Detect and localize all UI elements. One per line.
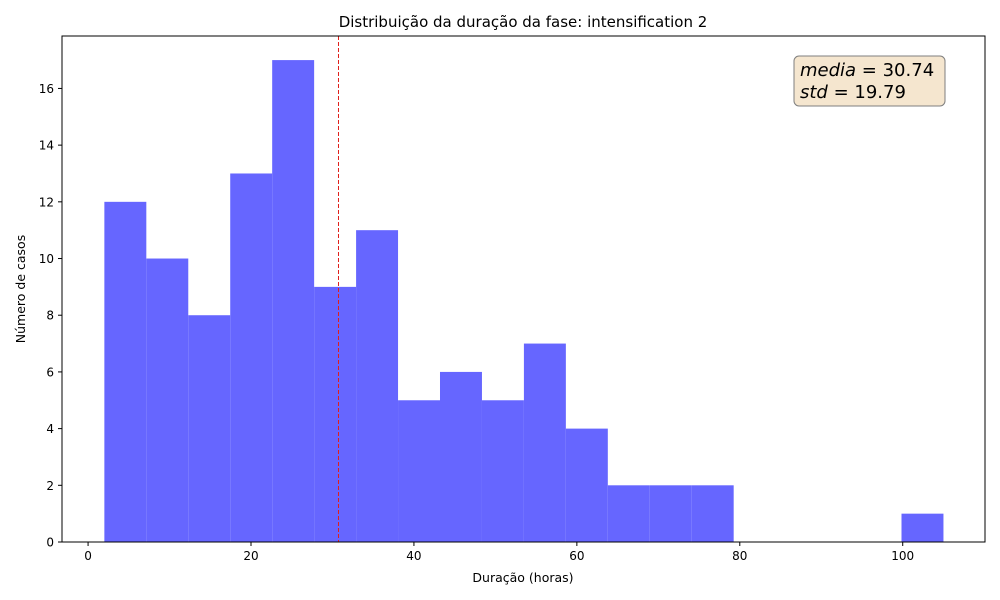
x-tick-label: 40 xyxy=(406,549,421,563)
y-tick-label: 10 xyxy=(39,252,54,266)
histogram-bar xyxy=(523,343,566,542)
histogram-bar xyxy=(230,173,273,542)
y-tick-label: 2 xyxy=(46,479,54,493)
histogram-bar xyxy=(398,400,440,542)
plot-frame xyxy=(61,35,986,543)
y-tick-label: 16 xyxy=(39,82,54,96)
y-tick-label: 6 xyxy=(46,365,54,379)
std-stat-text: std = 19.79 xyxy=(800,82,906,103)
histogram-bar xyxy=(649,485,692,542)
histogram-bar xyxy=(691,485,734,542)
histogram-bars xyxy=(104,60,944,543)
x-tick-label: 100 xyxy=(891,549,914,563)
histogram-bar xyxy=(607,485,650,542)
y-tick-label: 4 xyxy=(46,422,54,436)
mean-stat-text: media = 30.74 xyxy=(800,60,934,81)
x-axis-ticks: 0 20 40 60 80 100 xyxy=(84,542,914,563)
mean-stat-label: media xyxy=(800,60,856,81)
x-tick-label: 60 xyxy=(569,549,584,563)
histogram-bar xyxy=(481,400,524,542)
histogram-bar xyxy=(356,230,399,543)
x-axis-label: Duração (horas) xyxy=(472,570,573,585)
histogram-bar xyxy=(272,60,315,542)
mean-stat-value: 30.74 xyxy=(883,60,935,81)
x-tick-label: 20 xyxy=(243,549,258,563)
stats-annotation-box: media = 30.74 std = 19.79 xyxy=(793,55,946,107)
histogram-bar xyxy=(901,513,944,542)
histogram-bar xyxy=(188,315,231,542)
histogram-bar xyxy=(565,428,608,542)
y-tick-label: 0 xyxy=(46,536,54,550)
std-stat-value: 19.79 xyxy=(854,82,906,103)
std-stat-label: std xyxy=(800,82,828,103)
chart-title: Distribuição da duração da fase: intensi… xyxy=(339,13,708,31)
mean-stat-equals: = xyxy=(856,60,883,81)
y-tick-label: 14 xyxy=(39,139,54,153)
std-stat-equals: = xyxy=(828,82,855,103)
y-tick-label: 8 xyxy=(46,309,54,323)
x-tick-label: 0 xyxy=(84,549,92,563)
histogram-bar xyxy=(439,371,482,542)
y-tick-label: 12 xyxy=(39,195,54,209)
y-axis-label: Número de casos xyxy=(13,235,28,343)
y-axis-ticks: 0 2 4 6 8 10 12 14 16 xyxy=(39,82,62,550)
x-tick-label: 80 xyxy=(732,549,747,563)
stats-box-background xyxy=(793,55,946,107)
histogram-bar xyxy=(104,201,147,542)
histogram-bar xyxy=(146,258,189,542)
histogram-bar xyxy=(314,286,357,542)
